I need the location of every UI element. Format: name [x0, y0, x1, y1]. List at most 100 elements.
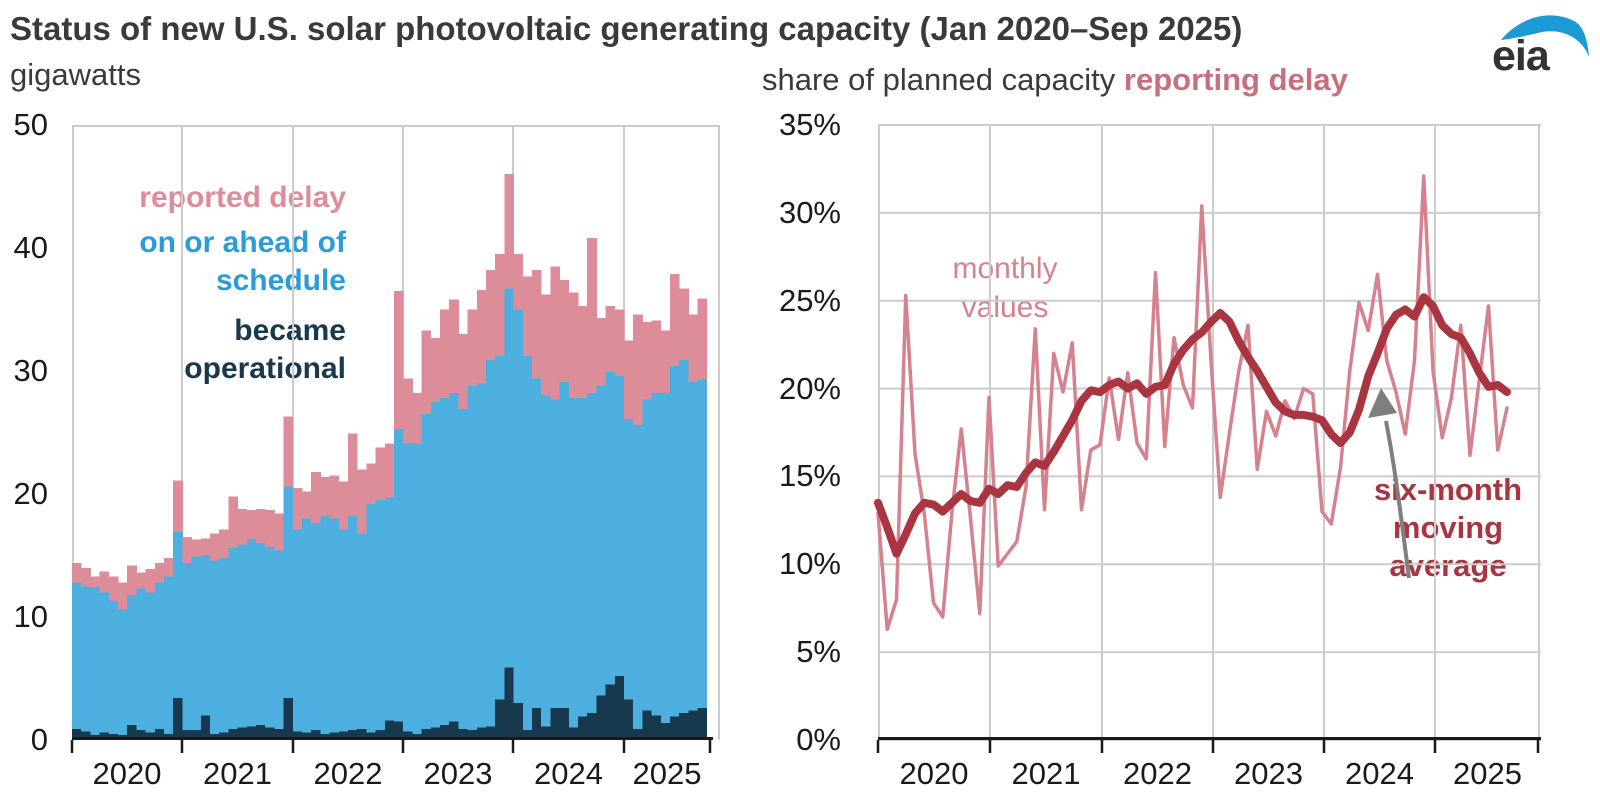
bar-segment-ahead: [375, 500, 386, 731]
bar-segment-ahead: [81, 586, 91, 732]
right-y-tick-0: 0%: [796, 722, 841, 757]
left-x-tick-2022: 2022: [313, 756, 383, 791]
bar-segment-delay: [219, 529, 229, 558]
bar-segment-operational: [81, 731, 91, 740]
right-y-tick-20: 20%: [778, 370, 841, 406]
bar-segment-ahead: [329, 518, 340, 733]
bar-segment-delay: [274, 513, 284, 551]
right-chart-subtitle: share of planned capacity reporting dela…: [762, 62, 1348, 98]
bar-segment-ahead: [256, 543, 266, 726]
bar-segment-operational: [605, 684, 616, 740]
bar-segment-delay: [642, 321, 652, 400]
left-y-tick-0: 0: [30, 722, 48, 757]
bar-segment-ahead: [605, 372, 616, 685]
bar-segment-ahead: [348, 516, 358, 731]
bar-segment-delay: [596, 318, 606, 386]
bar-segment-operational: [348, 730, 358, 740]
left-axis-unit-label: gigawatts: [10, 57, 141, 92]
bar-segment-delay: [467, 309, 478, 386]
bar-segment-delay: [504, 174, 514, 289]
bar-segment-delay: [366, 463, 376, 504]
bar-segment-ahead: [403, 443, 413, 732]
bar-segment-delay: [210, 533, 220, 561]
right-y-tick-10: 10%: [778, 546, 841, 582]
bar-segment-operational: [633, 728, 643, 740]
bar-segment-operational: [587, 712, 597, 740]
left-x-tick-2024: 2024: [534, 756, 603, 791]
bar-segment-operational: [164, 733, 174, 740]
eia-logo-swoosh-icon: [1501, 15, 1589, 57]
bar-segment-operational: [145, 732, 156, 740]
bar-segment-delay: [108, 576, 119, 602]
left-y-tick-50: 50: [13, 107, 48, 142]
bar-segment-operational: [173, 698, 183, 740]
bar-segment-delay: [136, 572, 146, 589]
bar-segment-operational: [292, 731, 303, 740]
right-y-tick-15: 15%: [778, 458, 841, 494]
bar-segment-ahead: [578, 398, 588, 717]
bar-segment-delay: [679, 288, 689, 360]
bar-segment-delay: [651, 320, 662, 394]
bar-segment-ahead: [421, 414, 432, 729]
bar-segment-operational: [624, 699, 634, 740]
bar-segment-ahead: [670, 366, 680, 717]
bar-segment-ahead: [311, 523, 321, 731]
bar-segment-operational: [513, 703, 524, 740]
bar-segment-ahead: [283, 486, 294, 699]
bar-segment-delay: [587, 238, 597, 394]
eia-logo-text: eia: [1492, 32, 1550, 80]
left-y-tick-10: 10: [13, 599, 48, 634]
bar-segment-operational: [660, 722, 671, 740]
bar-segment-delay: [430, 337, 441, 402]
line-chart-plot: [874, 124, 1541, 753]
bar-segment-ahead: [642, 399, 652, 711]
bar-segment-ahead: [384, 497, 395, 721]
bar-segment-operational: [614, 676, 625, 740]
bar-segment-ahead: [550, 399, 560, 709]
bar-segment-operational: [559, 708, 570, 740]
bar-segment-delay: [320, 476, 330, 517]
bar-segment-delay: [449, 299, 459, 394]
bar-segment-ahead: [476, 383, 487, 728]
bar-segment-operational: [550, 708, 560, 740]
right-y-tick-5: 5%: [796, 634, 841, 670]
bar-segment-operational: [302, 732, 312, 740]
bar-segment-delay: [559, 279, 570, 383]
bar-segment-operational: [274, 728, 284, 740]
bar-segment-ahead: [173, 532, 183, 699]
bar-segment-ahead: [440, 398, 450, 726]
bar-segment-operational: [127, 725, 137, 740]
bar-segment-delay: [200, 538, 211, 556]
bar-segment-operational: [522, 730, 533, 740]
bar-segment-ahead: [568, 398, 579, 728]
bar-segment-operational: [688, 710, 698, 740]
bar-segment-ahead: [228, 548, 238, 729]
bar-segment-operational: [375, 730, 386, 740]
bar-segment-operational: [596, 695, 606, 740]
bar-segment-ahead: [366, 503, 376, 733]
bar-segment-delay: [164, 557, 174, 577]
bar-segment-ahead: [90, 587, 100, 736]
bar-segment-delay: [522, 276, 533, 357]
moving-average-line: [874, 293, 1511, 558]
left-x-tick-2020: 2020: [92, 756, 162, 791]
bar-segment-ahead: [679, 359, 689, 713]
bar-segment-operational: [440, 725, 450, 740]
bar-segment-ahead: [265, 546, 275, 728]
bar-segment-ahead: [320, 516, 330, 734]
bar-segment-delay: [670, 273, 680, 367]
bar-segment-ahead: [624, 418, 634, 700]
bar-segment-delay: [412, 393, 422, 444]
bar-segment-delay: [311, 471, 321, 524]
bar-segment-ahead: [394, 428, 404, 722]
bar-segment-ahead: [697, 379, 708, 709]
bar-segment-operational: [99, 732, 110, 740]
bar-segment-ahead: [292, 529, 303, 732]
bar-segment-operational: [384, 720, 395, 740]
bar-segment-delay: [237, 508, 248, 545]
bar-segment-delay: [476, 289, 487, 384]
bar-segment-operational: [72, 728, 82, 740]
bar-segment-ahead: [338, 529, 349, 732]
bar-segment-ahead: [559, 382, 570, 709]
